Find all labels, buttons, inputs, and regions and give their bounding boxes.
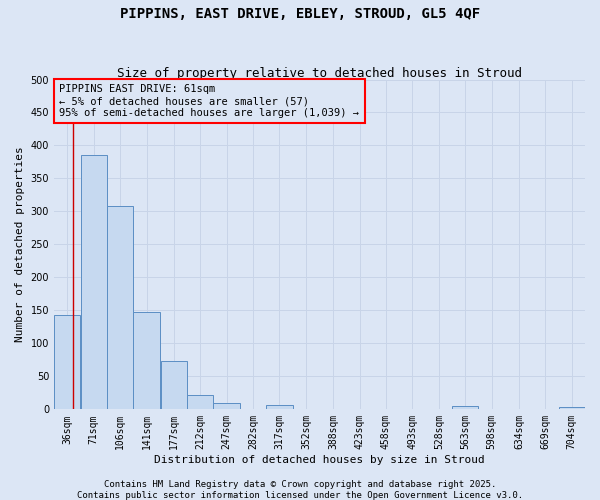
Bar bbox=[266, 404, 293, 409]
Bar bbox=[133, 312, 160, 410]
Bar bbox=[161, 361, 187, 410]
Bar bbox=[80, 156, 107, 410]
Title: Size of property relative to detached houses in Stroud: Size of property relative to detached ho… bbox=[117, 66, 522, 80]
Bar bbox=[54, 315, 80, 410]
Y-axis label: Number of detached properties: Number of detached properties bbox=[15, 146, 25, 342]
Bar bbox=[452, 406, 478, 409]
Text: Contains HM Land Registry data © Crown copyright and database right 2025.
Contai: Contains HM Land Registry data © Crown c… bbox=[77, 480, 523, 500]
Bar bbox=[187, 395, 214, 409]
Text: PIPPINS EAST DRIVE: 61sqm
← 5% of detached houses are smaller (57)
95% of semi-d: PIPPINS EAST DRIVE: 61sqm ← 5% of detach… bbox=[59, 84, 359, 117]
Text: PIPPINS, EAST DRIVE, EBLEY, STROUD, GL5 4QF: PIPPINS, EAST DRIVE, EBLEY, STROUD, GL5 … bbox=[120, 8, 480, 22]
Bar bbox=[559, 408, 585, 410]
X-axis label: Distribution of detached houses by size in Stroud: Distribution of detached houses by size … bbox=[154, 455, 485, 465]
Bar bbox=[214, 402, 240, 409]
Bar bbox=[107, 206, 133, 410]
